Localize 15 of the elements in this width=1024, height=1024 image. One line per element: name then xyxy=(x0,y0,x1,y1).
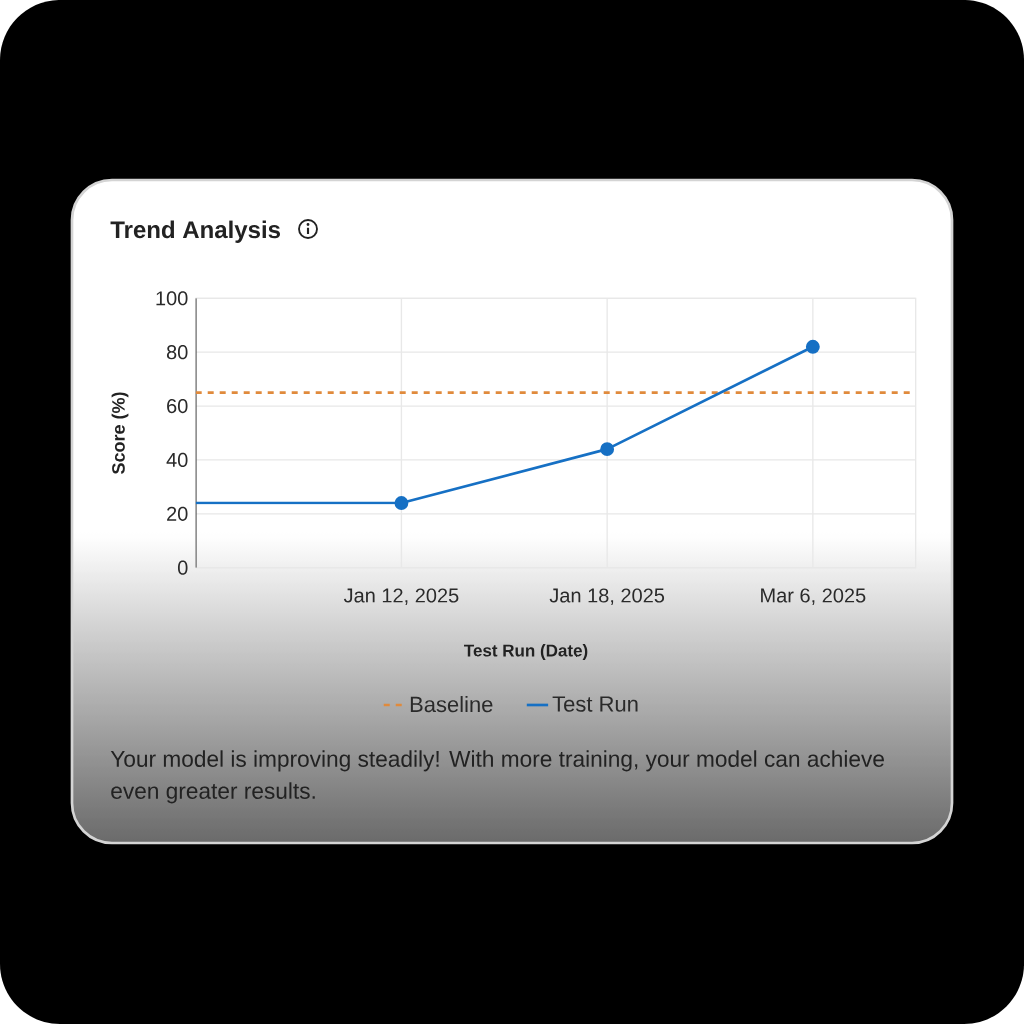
x-tick-label: Jan 12, 2025 xyxy=(343,588,459,605)
legend-label: Test Run xyxy=(552,696,638,712)
chart-title: Trend Analysis xyxy=(110,220,280,243)
y-tick-label: 60 xyxy=(167,398,188,414)
y-tick-label: 40 xyxy=(166,452,188,468)
y-tick-label: 80 xyxy=(166,345,188,360)
text: Your model is improving steadily! With more training, your model can achieve even greater results. xyxy=(110,750,884,804)
x-axis-title: Test Run (Date) xyxy=(464,644,588,660)
x-tick-label: Jan 18, 2025 xyxy=(549,588,665,605)
y-tick-label: 0 xyxy=(177,560,188,575)
y-tick-label: 20 xyxy=(167,506,188,521)
legend-label: Baseline xyxy=(410,696,493,713)
y-axis-title: Score (%) xyxy=(111,392,129,474)
x-tick-label: Mar 6, 2025 xyxy=(761,588,866,605)
y-tick-label: 100 xyxy=(156,291,188,306)
